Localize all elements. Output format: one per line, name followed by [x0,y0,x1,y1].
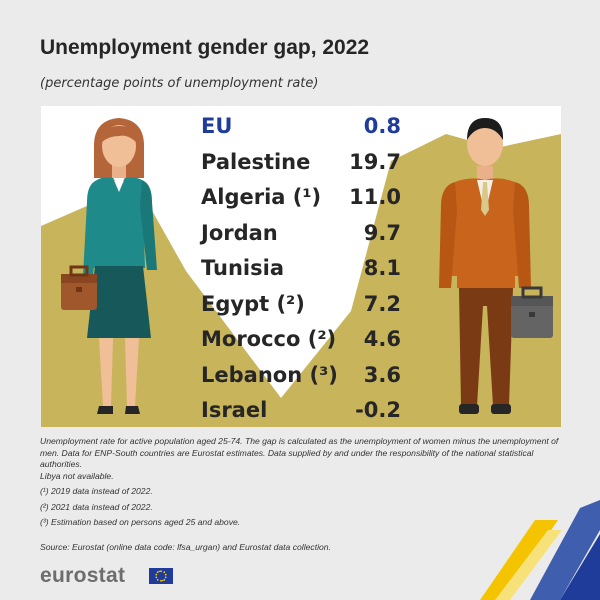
decorative-corner-stripes [480,500,600,600]
footnotes: Unemployment rate for active population … [40,436,560,529]
row-label: Egypt (²) [201,291,305,316]
footnote-1: (¹) 2019 data instead of 2022. [40,486,153,496]
row-value: 8.1 [363,256,401,280]
woman-figure-icon [61,118,157,414]
page-subtitle: (percentage points of unemployment rate) [40,76,319,91]
row-value: 3.6 [363,362,401,387]
row-label: Tunisia [201,256,284,280]
row-value: 4.6 [363,327,401,351]
page-title: Unemployment gender gap, 2022 [40,36,370,59]
row-label: Palestine [201,149,311,174]
background-illustration [41,118,561,427]
man-figure-icon [439,118,553,414]
row-label: Lebanon (³) [201,362,338,387]
note-text: Unemployment rate for active population … [40,436,559,469]
data-table: EU 0.8 Palestine 19.7 Algeria (¹) 11.0 Jordan 9… [41,106,561,427]
eurostat-logo: eurostat [40,564,126,587]
footnote-2: (²) 2021 data instead of 2022. [40,501,153,512]
row-label: Israel [201,398,268,422]
row-label: Algeria (¹) [201,185,322,209]
row-value: 11.0 [349,185,401,209]
row-value: 9.7 [363,220,401,245]
row-value: 7.2 [363,291,401,316]
row-value: 19.7 [349,149,401,174]
row-value: -0.2 [355,398,401,422]
row-label: EU [201,114,233,138]
footnote-3: (³) Estimation based on persons aged 25 … [40,517,241,527]
note-libya: Libya not available. [40,470,114,481]
gold-band-shape [41,134,561,427]
eu-flag-icon [149,568,173,584]
row-label: Jordan [201,220,278,245]
chart-panel: EU 0.8 Palestine 19.7 Algeria (¹) 11.0 Jordan 9… [41,106,561,427]
row-label: Morocco (²) [201,327,337,351]
source-note: Source: Eurostat (online data code: lfsa… [40,542,331,552]
row-value: 0.8 [363,114,401,138]
